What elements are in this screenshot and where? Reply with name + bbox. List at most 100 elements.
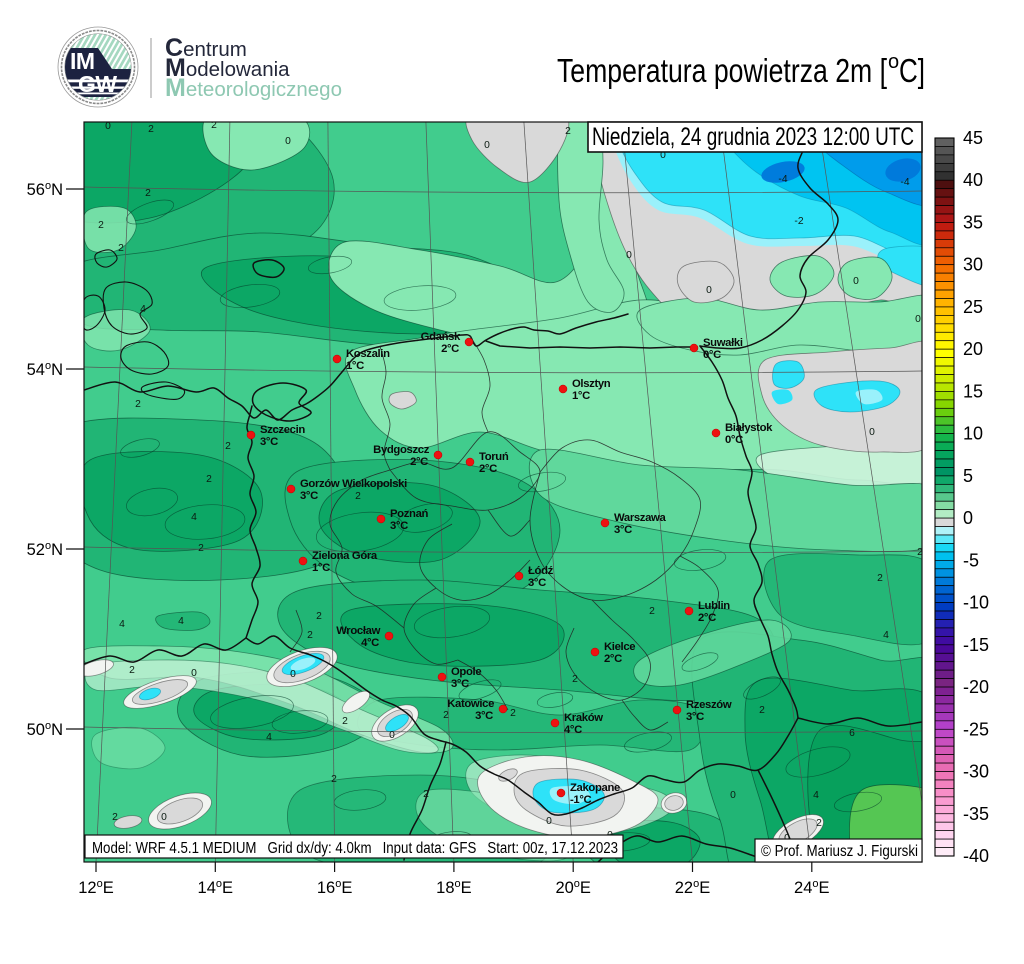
svg-text:2: 2: [225, 441, 231, 452]
svg-text:Gorzów Wielkopolski: Gorzów Wielkopolski: [300, 478, 407, 490]
svg-text:4: 4: [119, 619, 125, 630]
svg-text:-1°C: -1°C: [570, 794, 592, 806]
svg-text:Poznań: Poznań: [390, 508, 429, 520]
svg-text:14oE: 14oE: [198, 878, 234, 897]
svg-text:2: 2: [145, 188, 151, 199]
svg-text:12oE: 12oE: [78, 878, 114, 897]
svg-text:56oN: 56oN: [27, 180, 63, 199]
svg-text:4: 4: [140, 304, 146, 315]
svg-text:Koszalin: Koszalin: [346, 348, 390, 360]
svg-text:Białystok: Białystok: [725, 422, 773, 434]
svg-text:Suwałki: Suwałki: [703, 337, 743, 349]
svg-text:2: 2: [572, 674, 578, 685]
svg-text:Gdańsk: Gdańsk: [421, 331, 461, 343]
svg-text:2: 2: [917, 547, 923, 558]
svg-text:2: 2: [129, 665, 135, 676]
svg-text:3°C: 3°C: [475, 710, 493, 722]
svg-text:Lublin: Lublin: [698, 600, 730, 612]
svg-text:50oN: 50oN: [27, 720, 63, 739]
svg-text:16oE: 16oE: [317, 878, 353, 897]
svg-text:0: 0: [285, 136, 291, 147]
svg-text:0°C: 0°C: [703, 349, 721, 361]
svg-text:0: 0: [546, 816, 552, 827]
svg-text:2: 2: [148, 124, 154, 135]
svg-text:2: 2: [331, 774, 337, 785]
svg-text:Olsztyn: Olsztyn: [572, 378, 611, 390]
svg-text:2: 2: [307, 630, 313, 641]
svg-text:2: 2: [342, 716, 348, 727]
svg-text:2: 2: [98, 220, 104, 231]
svg-text:3°C: 3°C: [614, 524, 632, 536]
svg-text:Opole: Opole: [451, 666, 481, 678]
svg-text:3°C: 3°C: [686, 711, 704, 723]
svg-text:Rzeszów: Rzeszów: [686, 699, 732, 711]
svg-text:0: 0: [191, 668, 197, 679]
svg-text:2°C: 2°C: [604, 653, 622, 665]
svg-text:0: 0: [853, 276, 859, 287]
svg-text:2°C: 2°C: [698, 612, 716, 624]
svg-text:25: 25: [963, 297, 983, 317]
svg-text:0: 0: [730, 790, 736, 801]
svg-text:0: 0: [290, 669, 296, 680]
svg-text:2: 2: [565, 126, 571, 137]
svg-text:2: 2: [443, 710, 449, 721]
svg-text:IM: IM: [70, 48, 95, 74]
svg-text:2: 2: [816, 818, 822, 829]
svg-text:4: 4: [883, 630, 889, 641]
svg-text:0: 0: [660, 150, 666, 161]
svg-text:-4: -4: [778, 174, 787, 185]
svg-text:-5: -5: [963, 550, 979, 570]
svg-text:0: 0: [484, 140, 490, 151]
svg-text:35: 35: [963, 213, 983, 233]
svg-text:Model: WRF 4.5.1 MEDIUM Grid: Model: WRF 4.5.1 MEDIUM Grid dx/dy: 4.0k…: [92, 840, 618, 857]
svg-text:6: 6: [849, 728, 855, 739]
svg-text:Modelowania: Modelowania: [165, 54, 290, 82]
svg-text:Szczecin: Szczecin: [260, 424, 305, 436]
svg-text:C]: C]: [899, 52, 925, 89]
svg-text:2: 2: [510, 708, 516, 719]
svg-text:2: 2: [423, 789, 429, 800]
svg-text:3°C: 3°C: [390, 520, 408, 532]
svg-text:0: 0: [915, 314, 921, 325]
svg-text:2: 2: [316, 611, 322, 622]
svg-text:Zielona Góra: Zielona Góra: [312, 550, 378, 562]
svg-text:0: 0: [161, 812, 167, 823]
svg-text:54oN: 54oN: [27, 360, 63, 379]
svg-text:2°C: 2°C: [410, 456, 428, 468]
svg-text:0: 0: [389, 730, 395, 741]
svg-text:Kielce: Kielce: [604, 641, 635, 653]
svg-text:15: 15: [963, 381, 983, 401]
svg-text:45: 45: [963, 128, 983, 148]
svg-text:4: 4: [178, 616, 184, 627]
svg-text:Wrocław: Wrocław: [336, 625, 380, 637]
svg-text:30: 30: [963, 255, 983, 275]
svg-text:3°C: 3°C: [451, 678, 469, 690]
svg-text:1°C: 1°C: [312, 562, 330, 574]
svg-text:2: 2: [877, 573, 883, 584]
svg-text:22oE: 22oE: [675, 878, 711, 897]
svg-text:52oN: 52oN: [27, 540, 63, 559]
svg-text:2: 2: [198, 543, 204, 554]
svg-text:3°C: 3°C: [528, 577, 546, 589]
svg-text:2: 2: [206, 474, 212, 485]
svg-text:0: 0: [105, 121, 111, 132]
svg-text:5: 5: [963, 466, 973, 486]
svg-text:1°C: 1°C: [346, 360, 364, 372]
svg-text:4°C: 4°C: [564, 724, 582, 736]
svg-text:-15: -15: [963, 635, 989, 655]
svg-text:4: 4: [191, 512, 197, 523]
svg-text:2: 2: [135, 399, 141, 410]
svg-text:2°C: 2°C: [441, 343, 459, 355]
svg-text:-10: -10: [963, 593, 989, 613]
svg-text:Temperatura powietrza 2m [: Temperatura powietrza 2m [: [557, 52, 887, 89]
svg-text:0: 0: [706, 285, 712, 296]
svg-text:2: 2: [118, 243, 124, 254]
svg-text:Kraków: Kraków: [564, 712, 603, 724]
svg-text:2: 2: [112, 812, 118, 823]
svg-text:-20: -20: [963, 677, 989, 697]
svg-text:-4: -4: [900, 177, 909, 188]
svg-text:o: o: [888, 51, 899, 73]
svg-text:-2: -2: [794, 216, 803, 227]
svg-text:© Prof. Mariusz J. Figurski: © Prof. Mariusz J. Figurski: [761, 843, 918, 860]
svg-text:0: 0: [869, 427, 875, 438]
